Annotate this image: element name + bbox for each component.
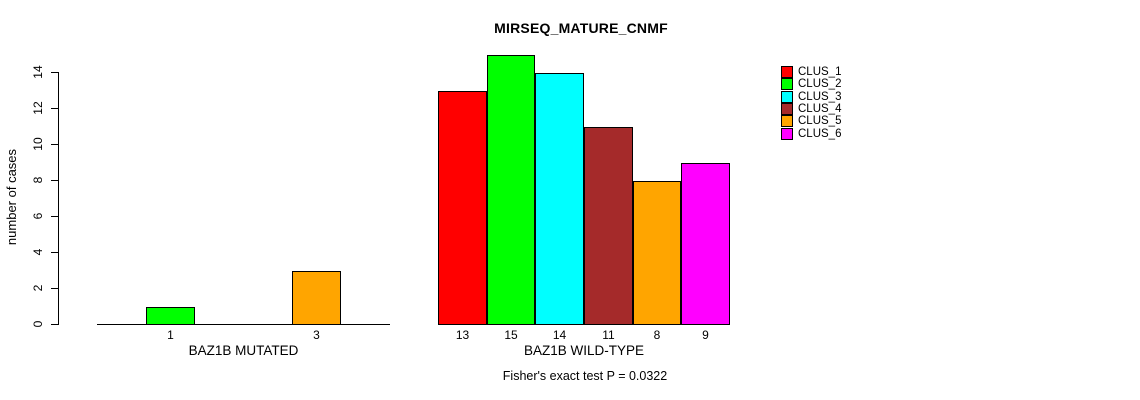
legend-item: CLUS_6 <box>781 127 861 140</box>
legend-item: CLUS_1 <box>781 66 861 78</box>
bar-clus_5 <box>633 181 681 325</box>
x-axis-baseline <box>97 324 390 325</box>
bar-value-label: 8 <box>653 328 661 342</box>
legend-label: CLUS_4 <box>798 102 842 115</box>
y-tick-label: 10 <box>31 137 45 151</box>
y-tick <box>51 72 58 73</box>
bar-clus_1 <box>438 91 487 325</box>
bar-value-label: 11 <box>602 328 615 342</box>
bar-clus_2 <box>146 307 195 325</box>
legend-swatch-clus_4 <box>781 102 793 115</box>
x-axis-group-label: BAZ1B MUTATED <box>188 343 299 358</box>
legend-item: CLUS_5 <box>781 115 861 128</box>
y-tick-label: 14 <box>31 65 45 79</box>
bar-value-label: 13 <box>455 328 470 342</box>
legend-label: CLUS_1 <box>798 66 842 78</box>
y-tick <box>51 144 58 145</box>
y-tick-label: 6 <box>31 212 45 220</box>
legend-label: CLUS_6 <box>798 127 842 140</box>
y-tick-label: 8 <box>31 176 45 184</box>
bar-value-label: 1 <box>167 328 174 342</box>
bar-value-label: 15 <box>504 328 518 342</box>
legend-item: CLUS_2 <box>781 78 861 91</box>
y-tick <box>51 108 58 109</box>
y-tick-label: 12 <box>31 101 45 115</box>
y-tick <box>51 324 58 325</box>
bar-clus_5 <box>292 271 341 325</box>
bar-clus_4 <box>584 127 633 325</box>
bar-clus_2 <box>487 55 535 325</box>
legend-label: CLUS_3 <box>798 90 842 103</box>
legend-swatch-clus_2 <box>781 78 793 91</box>
legend-item: CLUS_4 <box>781 102 861 115</box>
y-tick-label: 4 <box>31 248 45 256</box>
y-tick-label: 2 <box>31 284 45 292</box>
y-tick <box>51 216 58 217</box>
y-tick <box>51 252 58 253</box>
legend-item: CLUS_3 <box>781 90 861 103</box>
legend-swatch-clus_3 <box>781 90 793 103</box>
bar-value-label: 3 <box>313 328 320 342</box>
bar-value-label: 9 <box>702 328 709 342</box>
y-tick <box>51 180 58 181</box>
fisher-test-annotation: Fisher's exact test P = 0.0322 <box>502 369 668 383</box>
bar-value-label: 14 <box>552 328 567 342</box>
legend-swatch-clus_1 <box>781 66 793 78</box>
bar-clus_6 <box>681 163 730 325</box>
x-axis-group-label: BAZ1B WILD-TYPE <box>523 343 645 358</box>
chart-title: MIRSEQ_MATURE_CNMF <box>494 20 668 36</box>
y-axis-line <box>58 72 59 325</box>
y-tick <box>51 288 58 289</box>
bar-clus_3 <box>535 73 584 325</box>
legend-label: CLUS_2 <box>798 78 842 91</box>
y-axis-title: number of cases <box>4 148 19 246</box>
legend-label: CLUS_5 <box>798 115 842 128</box>
y-tick-label: 0 <box>31 320 45 328</box>
legend-swatch-clus_5 <box>781 115 793 128</box>
legend-swatch-clus_6 <box>781 127 793 140</box>
